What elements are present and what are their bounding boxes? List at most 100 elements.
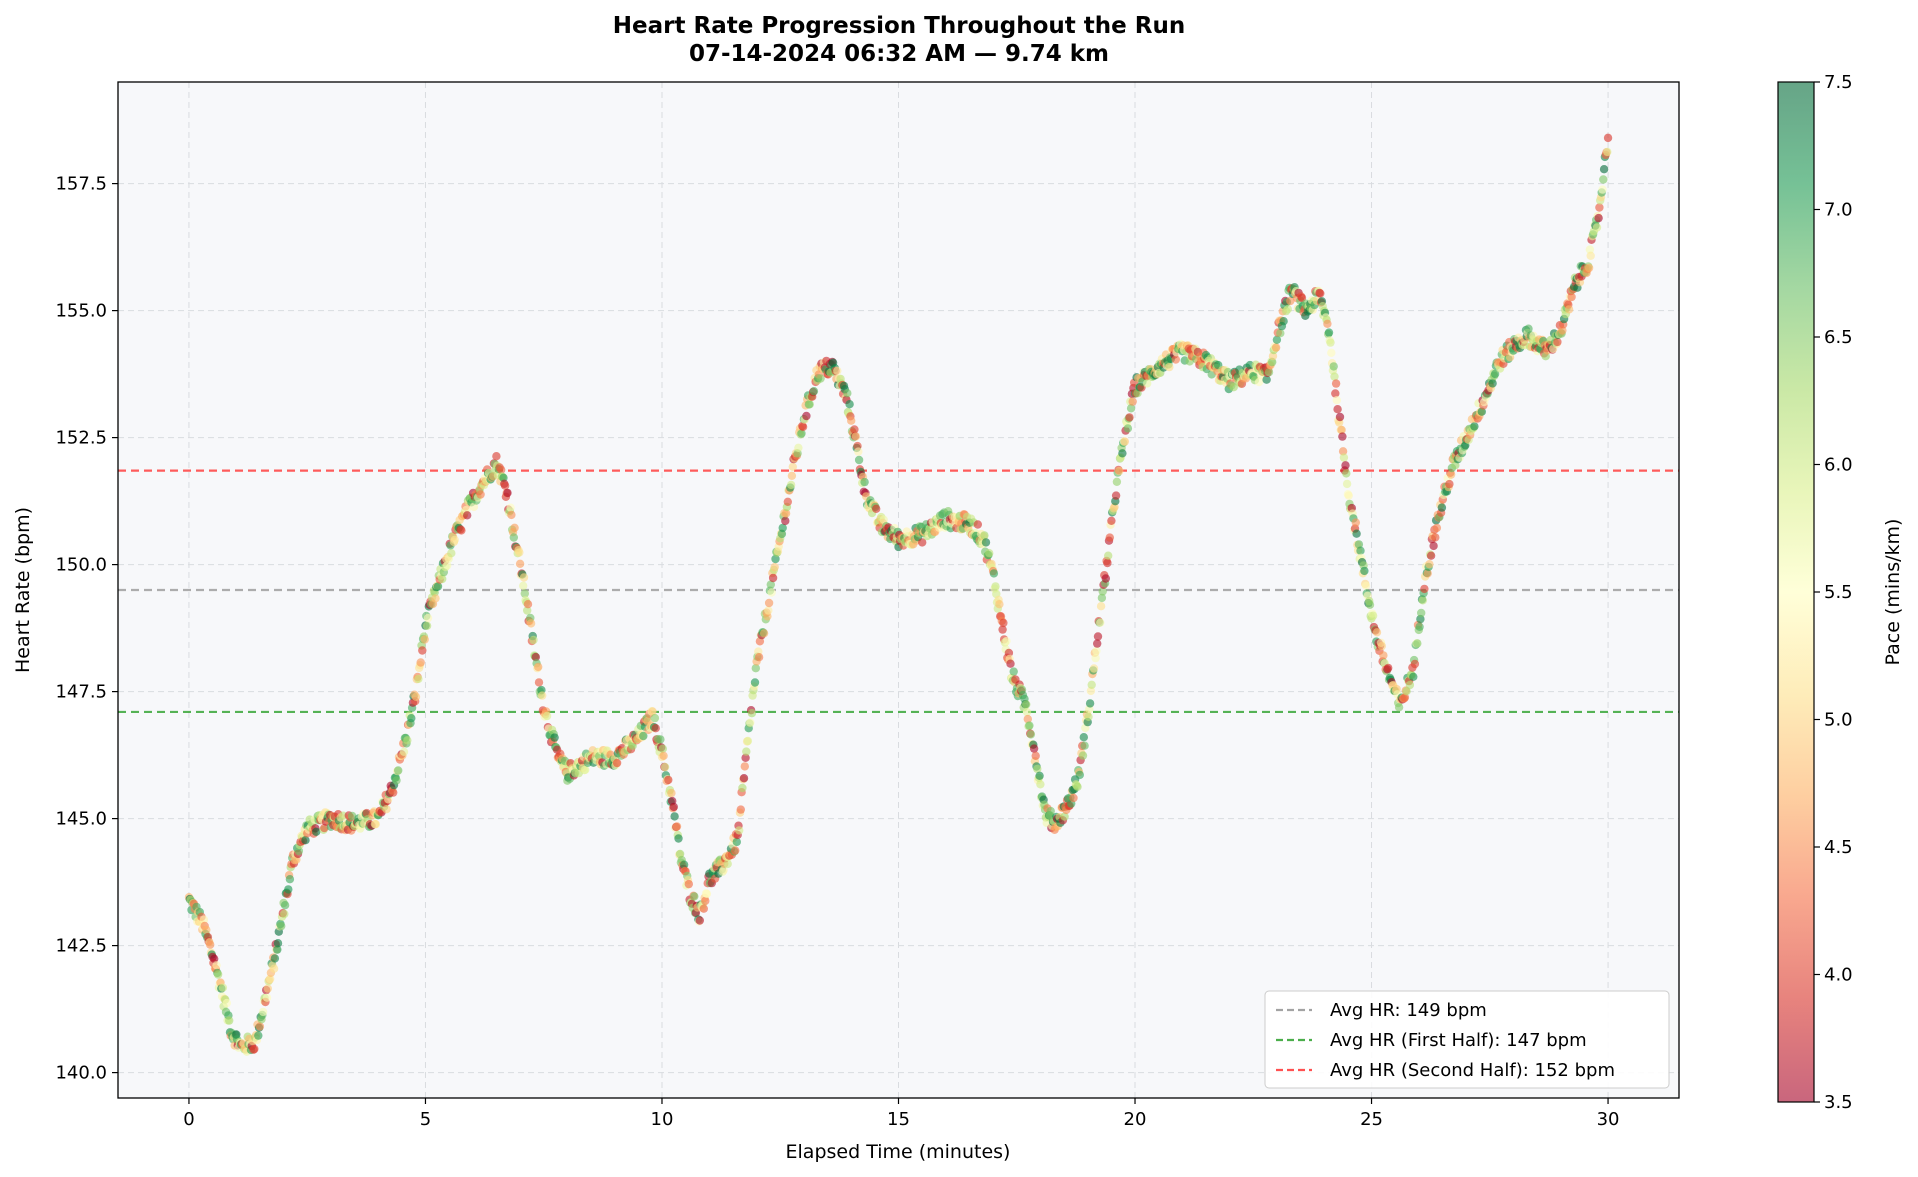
data-point [492,452,501,461]
data-point [538,691,547,700]
data-point [1488,379,1497,388]
data-point [1431,533,1440,542]
data-point [520,589,529,598]
data-point [612,758,622,768]
data-point [1323,319,1332,328]
data-point [1339,453,1349,462]
data-point [809,387,819,396]
data-point [1276,329,1285,338]
data-point [273,939,283,948]
data-point [320,823,329,833]
data-point [1029,744,1039,753]
data-point [684,879,693,889]
data-point [284,885,293,894]
data-point [991,582,1000,591]
data-point [1331,379,1341,388]
data-point [1429,541,1438,551]
data-point [277,921,286,931]
data-point [973,520,982,529]
data-point [1416,614,1425,624]
data-point [347,811,357,821]
data-point [280,909,289,919]
data-point [672,822,682,831]
data-point [797,429,806,438]
data-point [1417,608,1426,618]
data-point [1060,812,1069,821]
data-point [648,707,657,716]
data-point [741,753,750,762]
data-point [212,961,221,970]
data-point [1022,707,1032,717]
data-point [1595,203,1604,212]
data-point [1598,185,1607,194]
data-point [1341,461,1350,470]
data-point [740,762,749,771]
data-point [1599,165,1609,174]
data-point [312,827,321,836]
data-point [1420,584,1429,594]
data-point [1342,469,1351,478]
data-point [778,523,787,533]
data-point [743,736,753,746]
data-point [403,736,412,745]
colorbar-tick-label: 5.0 [1824,710,1853,731]
data-point [650,713,660,723]
data-point [1418,596,1428,605]
data-point [679,860,689,869]
data-point [581,765,590,774]
data-point [667,788,676,798]
data-point [1069,793,1078,803]
data-point [847,416,856,425]
data-point [781,516,790,526]
data-point [805,400,814,409]
y-tick-label: 152.5 [55,428,107,449]
data-point [431,594,440,603]
data-point [202,925,211,935]
data-point [507,510,516,520]
data-point [1360,566,1369,576]
data-point [1272,335,1282,344]
data-point [213,970,223,979]
legend: Avg HR: 149 bpm Avg HR (First Half): 147… [1264,990,1670,1089]
data-point [736,805,745,814]
data-point [1384,663,1393,673]
data-point [699,904,708,913]
data-point [1335,412,1345,422]
data-point [1097,593,1107,603]
data-point [723,859,732,869]
data-point [411,692,421,701]
data-point [731,846,740,855]
data-point [262,993,272,1002]
data-point [1351,518,1361,527]
x-tick-label: 10 [651,1109,674,1130]
data-point [1603,147,1612,157]
data-point [1080,741,1089,750]
data-point [1096,602,1106,611]
data-point [999,618,1008,628]
data-point [1553,337,1562,347]
chart-subtitle: 07-14-2024 06:32 AM — 9.74 km [689,41,1109,67]
data-point [843,389,852,398]
data-point [469,502,479,512]
data-point [1033,764,1042,774]
data-point [1524,324,1533,333]
data-point [1445,479,1454,489]
data-point [510,523,519,532]
data-point [294,846,304,856]
data-point [1093,632,1103,641]
data-point [981,538,991,547]
data-point [506,503,515,512]
data-point [1087,680,1096,689]
data-point [503,488,512,498]
x-axis-label: Elapsed Time (minutes) [786,1141,1011,1163]
data-point [526,619,536,628]
data-point [651,724,660,733]
data-point [420,635,429,644]
y-tick-label: 157.5 [55,174,107,195]
data-point [1333,405,1342,414]
data-point [1585,245,1595,254]
x-axis-ticks: 0 5 10 15 20 25 30 [183,1098,1619,1130]
data-point [1023,714,1032,724]
data-point [519,581,528,590]
data-point [1262,375,1271,384]
